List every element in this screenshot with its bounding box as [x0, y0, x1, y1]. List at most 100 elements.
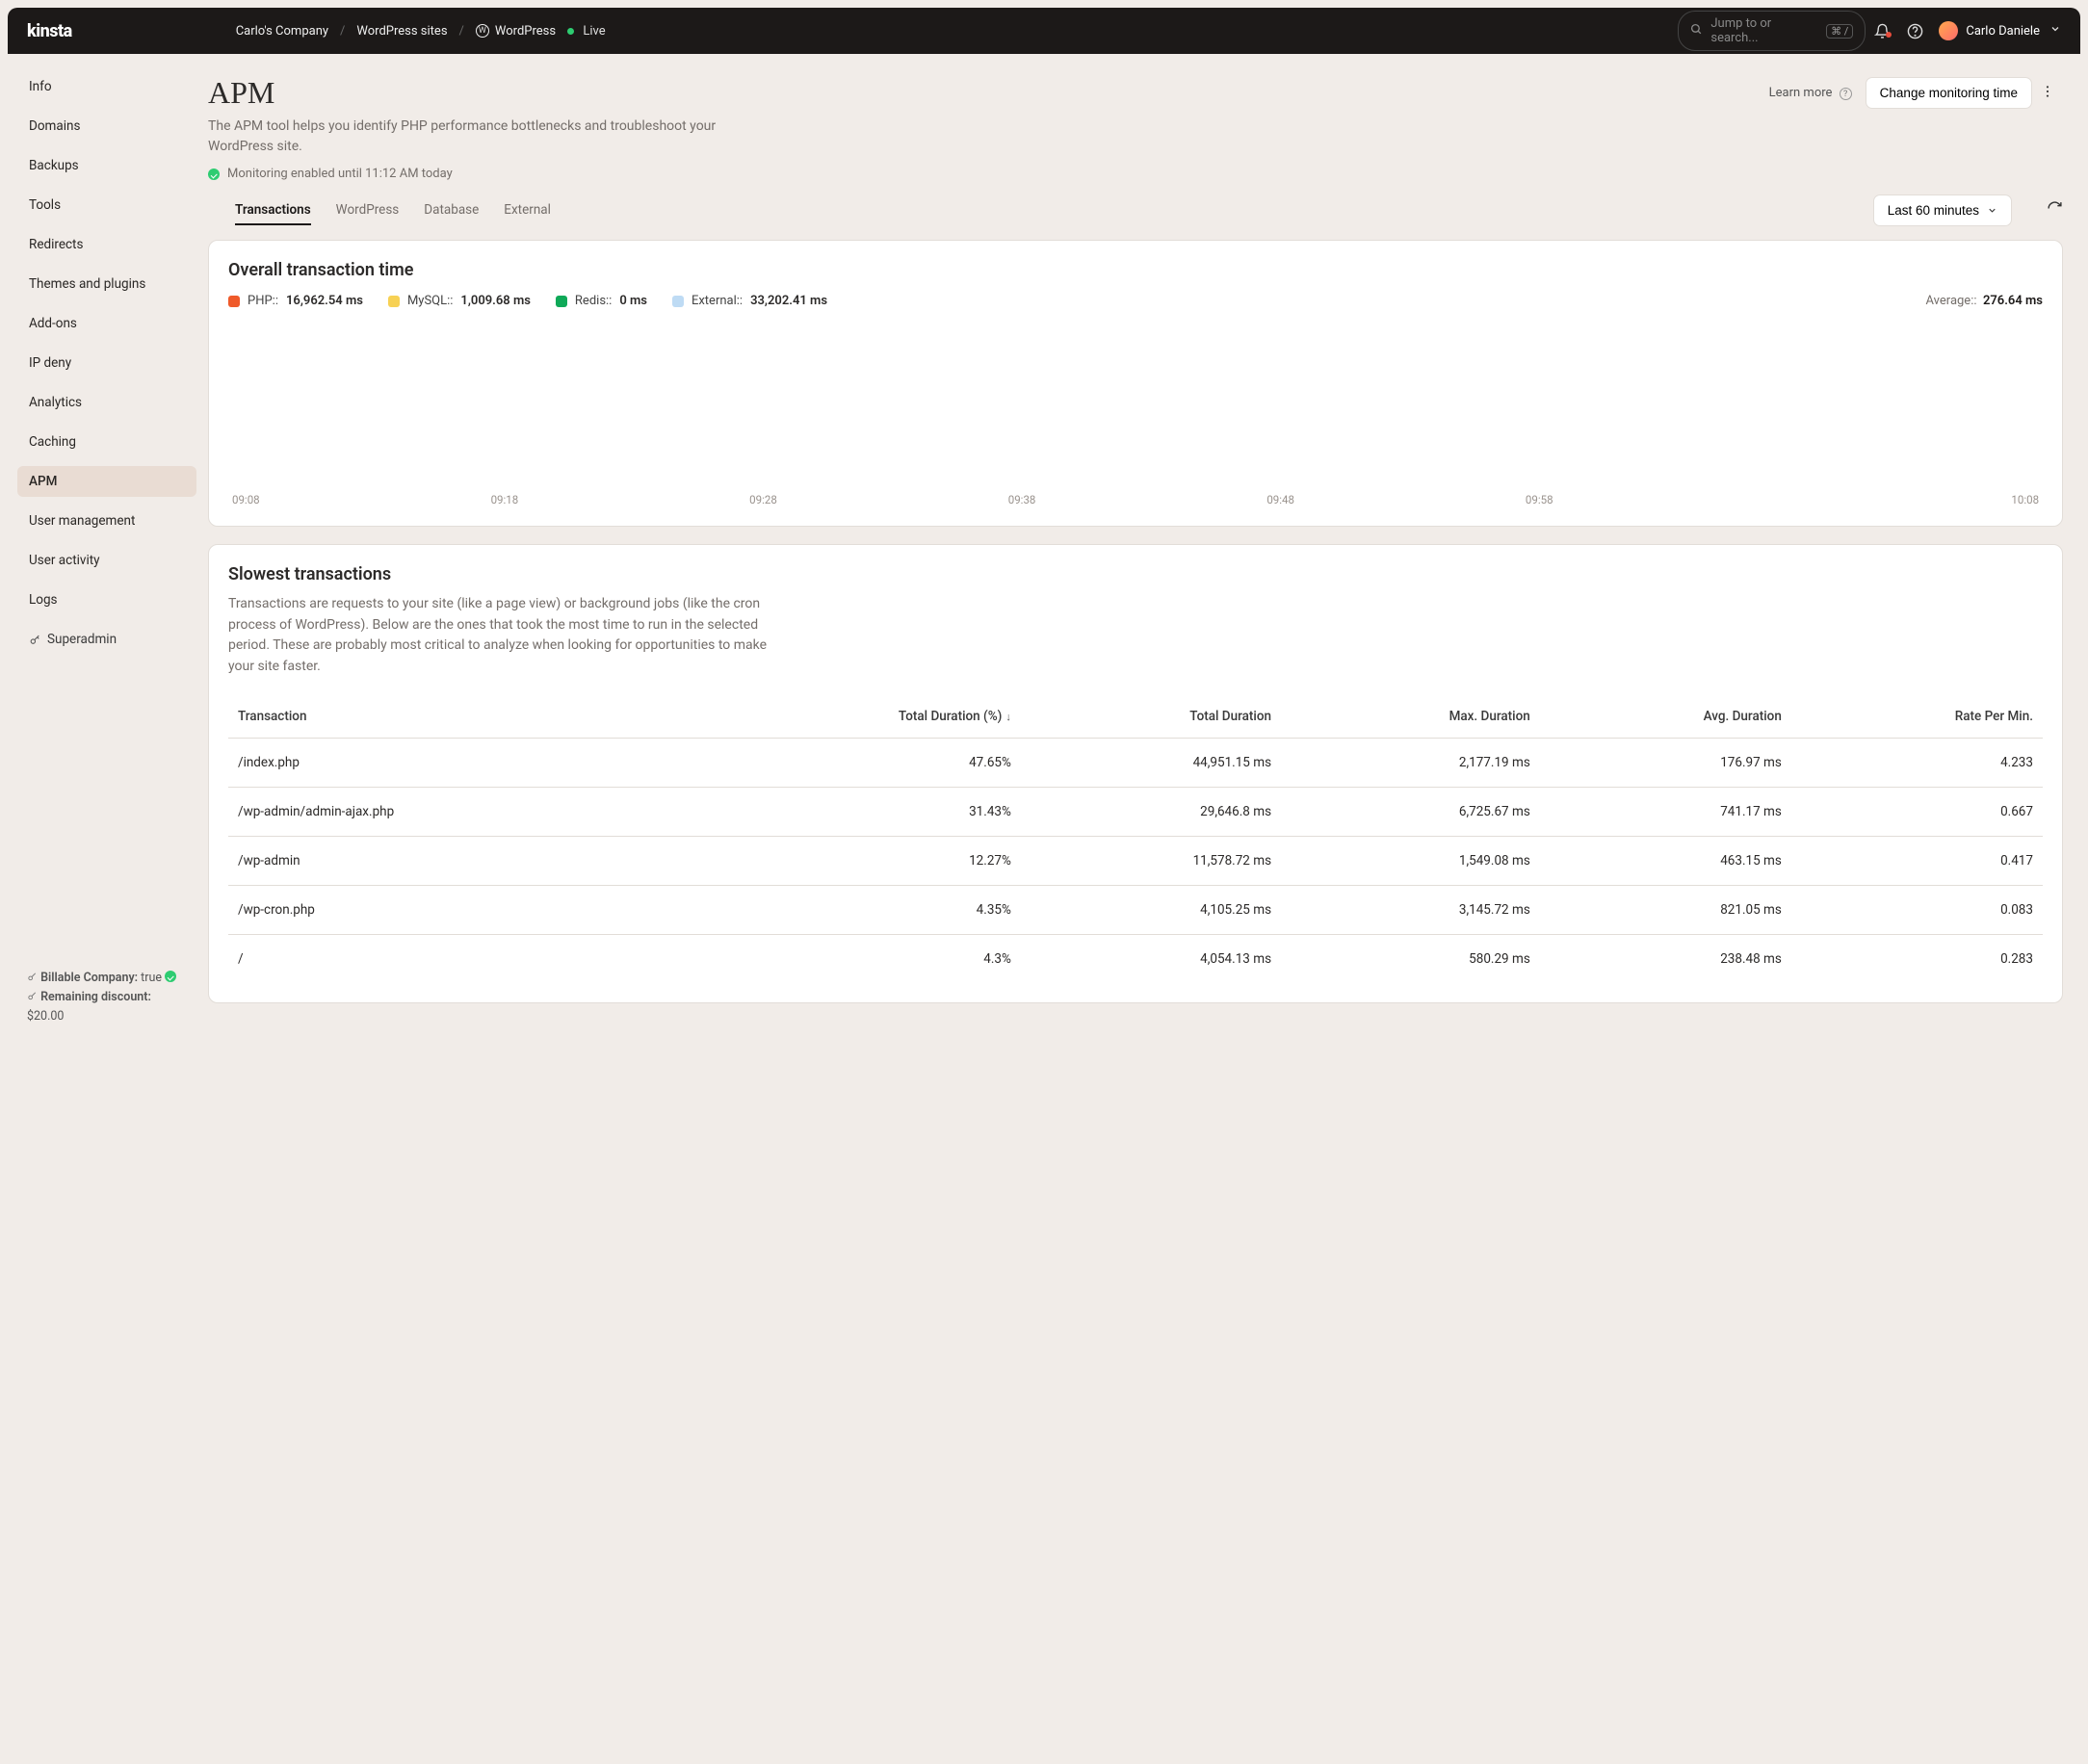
- column-header[interactable]: Max. Duration: [1281, 695, 1540, 739]
- check-icon: [208, 169, 220, 180]
- search-shortcut: ⌘ /: [1826, 24, 1853, 39]
- time-range-select[interactable]: Last 60 minutes: [1873, 195, 2012, 226]
- tab-wordpress[interactable]: WordPress: [336, 196, 400, 225]
- x-axis-label: 10:08: [1780, 493, 2043, 506]
- average-value: 276.64 ms: [1983, 294, 2043, 308]
- tab-transactions[interactable]: Transactions: [235, 196, 311, 225]
- notification-dot-icon: [1886, 32, 1892, 38]
- sidebar-item-tools[interactable]: Tools: [17, 190, 196, 220]
- table-cell: 0.667: [1791, 787, 2043, 836]
- discount-value: $20.00: [27, 1009, 64, 1024]
- legend-value: 33,202.41 ms: [750, 294, 827, 308]
- sidebar-item-info[interactable]: Info: [17, 71, 196, 102]
- table-cell: 3,145.72 ms: [1281, 885, 1540, 934]
- notifications-button[interactable]: [1866, 23, 1898, 39]
- table-cell: 11,578.72 ms: [1021, 836, 1281, 885]
- table-cell: 4,054.13 ms: [1021, 934, 1281, 983]
- legend-average: Average:: 276.64 ms: [1926, 294, 2043, 308]
- sidebar-item-user-management[interactable]: User management: [17, 506, 196, 536]
- more-menu-button[interactable]: [2032, 84, 2063, 103]
- topbar: kinsta Carlo's Company / WordPress sites…: [8, 8, 2080, 54]
- legend-label: External::: [692, 294, 743, 308]
- page-title: APM: [208, 75, 274, 111]
- table-row[interactable]: /wp-cron.php4.35%4,105.25 ms3,145.72 ms8…: [228, 885, 2043, 934]
- help-button[interactable]: [1898, 23, 1931, 39]
- sidebar: Info Domains Backups Tools Redirects Themes a…: [8, 54, 202, 1044]
- sidebar-item-logs[interactable]: Logs: [17, 584, 196, 615]
- table-cell: /wp-cron.php: [228, 885, 681, 934]
- sidebar-item-user-activity[interactable]: User activity: [17, 545, 196, 576]
- change-monitoring-button[interactable]: Change monitoring time: [1866, 77, 2032, 109]
- table-cell: 6,725.67 ms: [1281, 787, 1540, 836]
- table-cell: 0.083: [1791, 885, 2043, 934]
- legend-swatch: [672, 296, 684, 307]
- wordpress-icon: W: [476, 24, 489, 38]
- legend-label: Redis::: [575, 294, 612, 308]
- sidebar-item-redirects[interactable]: Redirects: [17, 229, 196, 260]
- legend-value: 0 ms: [619, 294, 647, 308]
- env-indicator[interactable]: Live: [567, 24, 606, 39]
- sidebar-item-superadmin[interactable]: Superadmin: [17, 624, 196, 655]
- logo[interactable]: kinsta: [27, 21, 72, 41]
- table-cell: 821.05 ms: [1540, 885, 1791, 934]
- breadcrumb-company[interactable]: Carlo's Company: [236, 24, 328, 39]
- tab-database[interactable]: Database: [424, 196, 479, 225]
- sidebar-item-analytics[interactable]: Analytics: [17, 387, 196, 418]
- legend-swatch: [228, 296, 240, 307]
- key-icon: [27, 972, 38, 982]
- column-header[interactable]: Total Duration (%)↓: [681, 695, 1021, 739]
- column-header[interactable]: Total Duration: [1021, 695, 1281, 739]
- learn-more-label: Learn more: [1769, 86, 1833, 100]
- x-axis-label: 09:08: [228, 493, 487, 506]
- search-input[interactable]: Jump to or search... ⌘ /: [1678, 11, 1866, 51]
- discount-label: Remaining discount:: [40, 990, 151, 1004]
- learn-more-link[interactable]: Learn more ?: [1769, 86, 1852, 100]
- tabs: Transactions WordPress Database External: [208, 196, 551, 225]
- search-placeholder: Jump to or search...: [1710, 16, 1818, 45]
- sidebar-item-ip-deny[interactable]: IP deny: [17, 348, 196, 378]
- column-header[interactable]: Rate Per Min.: [1791, 695, 2043, 739]
- sidebar-item-caching[interactable]: Caching: [17, 427, 196, 457]
- table-cell: 0.283: [1791, 934, 2043, 983]
- x-axis-label: 09:28: [745, 493, 1005, 506]
- legend-item: PHP:: 16,962.54 ms: [228, 294, 363, 308]
- tab-external[interactable]: External: [504, 196, 551, 225]
- refresh-button[interactable]: [2047, 200, 2063, 220]
- table-cell: 580.29 ms: [1281, 934, 1540, 983]
- table-row[interactable]: /wp-admin/admin-ajax.php31.43%29,646.8 m…: [228, 787, 2043, 836]
- time-range-label: Last 60 minutes: [1888, 203, 1979, 218]
- table-cell: 741.17 ms: [1540, 787, 1791, 836]
- table-row[interactable]: /4.3%4,054.13 ms580.29 ms238.48 ms0.283: [228, 934, 2043, 983]
- page-description: The APM tool helps you identify PHP perf…: [208, 117, 728, 157]
- sort-arrow-icon: ↓: [1005, 711, 1011, 723]
- slowest-transactions-table: TransactionTotal Duration (%)↓Total Dura…: [228, 695, 2043, 983]
- table-cell: 176.97 ms: [1540, 738, 1791, 787]
- table-description: Transactions are requests to your site (…: [228, 594, 768, 678]
- search-icon: [1690, 23, 1703, 39]
- table-cell: 238.48 ms: [1540, 934, 1791, 983]
- table-cell: 12.27%: [681, 836, 1021, 885]
- legend-item: MySQL:: 1,009.68 ms: [388, 294, 531, 308]
- sidebar-item-domains[interactable]: Domains: [17, 111, 196, 142]
- x-axis-label: 09:58: [1522, 493, 1781, 506]
- check-icon: [165, 971, 176, 982]
- sidebar-item-add-ons[interactable]: Add-ons: [17, 308, 196, 339]
- table-cell: 1,549.08 ms: [1281, 836, 1540, 885]
- table-cell: 463.15 ms: [1540, 836, 1791, 885]
- user-menu[interactable]: Carlo Daniele: [1939, 21, 2061, 40]
- average-label: Average::: [1926, 294, 1977, 308]
- sidebar-item-backups[interactable]: Backups: [17, 150, 196, 181]
- table-row[interactable]: /wp-admin12.27%11,578.72 ms1,549.08 ms46…: [228, 836, 2043, 885]
- legend-label: MySQL::: [407, 294, 453, 308]
- avatar-icon: [1939, 21, 1958, 40]
- column-header[interactable]: Avg. Duration: [1540, 695, 1791, 739]
- column-header[interactable]: Transaction: [228, 695, 681, 739]
- sidebar-item-themes-and-plugins[interactable]: Themes and plugins: [17, 269, 196, 299]
- table-cell: 4,105.25 ms: [1021, 885, 1281, 934]
- table-row[interactable]: /index.php47.65%44,951.15 ms2,177.19 ms1…: [228, 738, 2043, 787]
- legend-value: 16,962.54 ms: [286, 294, 363, 308]
- breadcrumb-sites[interactable]: WordPress sites: [356, 24, 447, 39]
- sidebar-item-apm[interactable]: APM: [17, 466, 196, 497]
- legend-label: PHP::: [248, 294, 278, 308]
- breadcrumb-site[interactable]: WordPress: [495, 24, 556, 39]
